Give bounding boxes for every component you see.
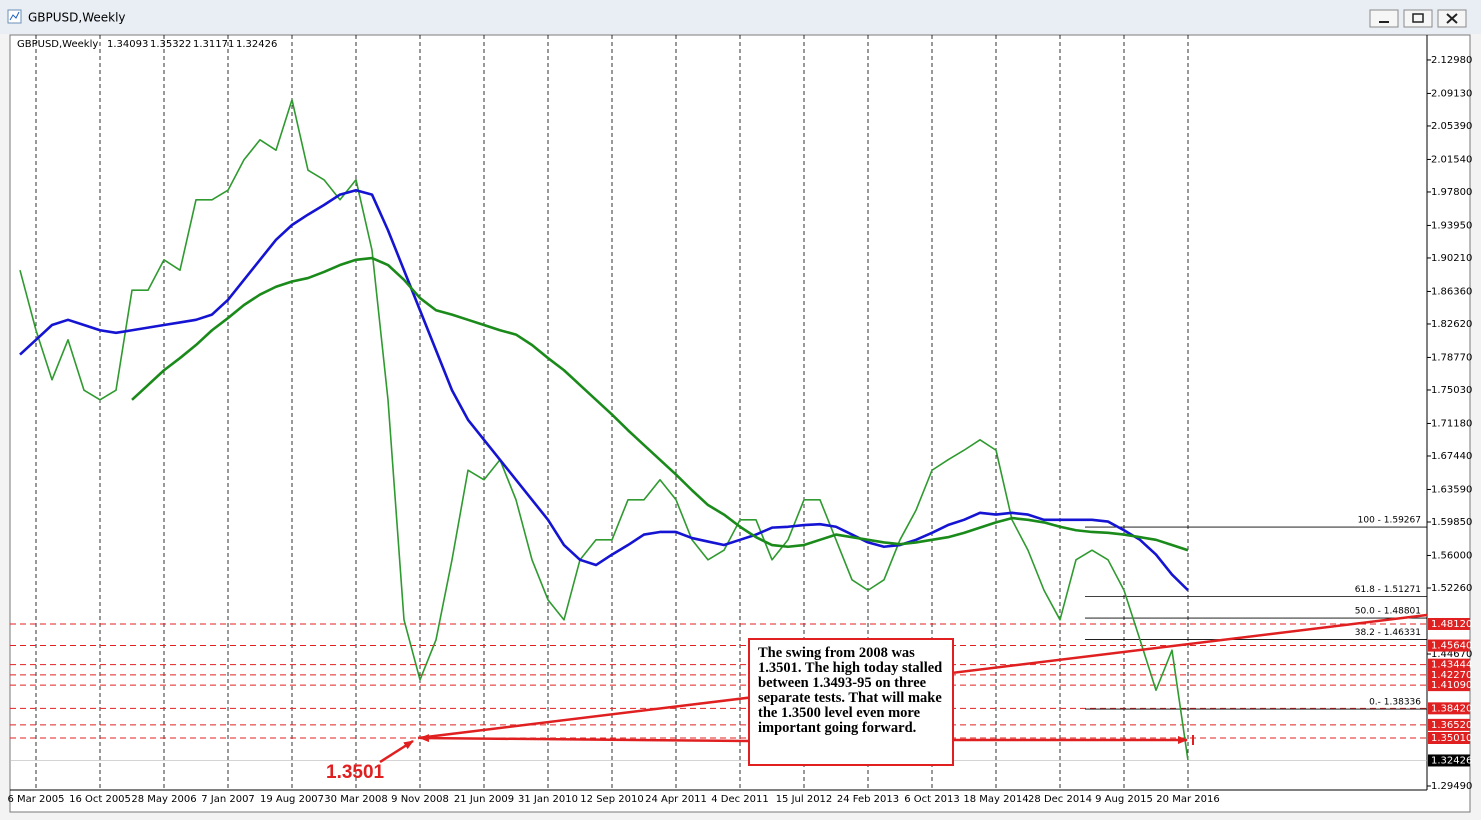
y-tick-label: 1.78770 (1431, 352, 1472, 363)
level-label-box (1428, 731, 1470, 744)
level-label-box (1428, 639, 1470, 652)
y-tick-label: 1.71180 (1431, 418, 1472, 429)
x-tick-label: 9 Nov 2008 (391, 794, 449, 805)
moving-average (131, 256, 1189, 552)
x-tick-label: 24 Apr 2011 (645, 794, 707, 805)
header-high: 1.35322 (150, 39, 191, 50)
y-tick-label: 2.01540 (1431, 154, 1472, 165)
y-tick-label: 2.09130 (1431, 88, 1472, 99)
current-price-label: 1.32426 (1431, 755, 1472, 766)
y-tick-label: 1.93950 (1431, 220, 1472, 231)
fib-label: 38.2 - 1.46331 (1355, 628, 1421, 638)
fib-label: 61.8 - 1.51271 (1355, 585, 1421, 595)
x-tick-label: 12 Sep 2010 (580, 794, 643, 805)
x-tick-label: 28 Dec 2014 (1028, 794, 1092, 805)
x-tick-label: 31 Jan 2010 (518, 794, 578, 805)
y-tick-label: 1.56000 (1431, 550, 1472, 561)
y-tick-label: 1.86360 (1431, 286, 1472, 297)
close-glyph (1446, 13, 1458, 24)
arrow (379, 739, 414, 764)
x-tick-label: 24 Feb 2013 (837, 794, 899, 805)
x-tick-label: 30 Mar 2008 (324, 794, 387, 805)
chart-header-symbol: GBPUSD,Weekly (17, 39, 98, 50)
maximize-glyph (1412, 13, 1424, 23)
y-tick-label: 1.44670 (1431, 649, 1472, 660)
y-tick-label: 1.97800 (1431, 187, 1472, 198)
level-label-box (1428, 679, 1470, 692)
x-tick-label: 6 Mar 2005 (7, 794, 64, 805)
y-tick-label: 1.52260 (1431, 583, 1472, 594)
x-tick-label: 18 May 2014 (963, 794, 1028, 805)
level-label: 1.42270 (1431, 670, 1472, 681)
minimize-button[interactable] (1369, 9, 1399, 28)
annotation-level: 1.3501 (326, 762, 385, 783)
header-low: 1.31171 (193, 39, 234, 50)
level-label-box (1428, 658, 1470, 671)
y-tick-label: 1.90210 (1431, 253, 1472, 264)
data-layer (10, 98, 1427, 761)
header-close: 1.32426 (236, 39, 277, 50)
level-label-box (1428, 702, 1470, 715)
current-price-box (1428, 754, 1470, 767)
y-tick-label: 1.63590 (1431, 484, 1472, 495)
level-label: 1.41090 (1431, 680, 1472, 691)
window-title: GBPUSD,Weekly (28, 11, 126, 25)
x-tick-label: 21 Jun 2009 (454, 794, 514, 805)
x-tick-label: 4 Dec 2011 (711, 794, 769, 805)
level-label: 1.43444 (1431, 660, 1472, 671)
y-tick-label: 2.05390 (1431, 121, 1472, 132)
header-open: 1.34093 (107, 39, 148, 50)
fib-label: 100 - 1.59267 (1358, 516, 1421, 526)
level-label: 1.36520 (1431, 720, 1472, 731)
level-label: 1.45640 (1431, 641, 1472, 652)
level-label-box (1428, 668, 1470, 681)
x-tick-label: 19 Aug 2007 (260, 794, 324, 805)
arrow (419, 734, 749, 743)
window-buttons[interactable] (1369, 9, 1467, 28)
x-tick-label: 16 Oct 2005 (69, 794, 131, 805)
y-tick-label: 1.67440 (1431, 451, 1472, 462)
moving-average (19, 188, 1189, 592)
x-tick-label: 6 Oct 2013 (904, 794, 959, 805)
fib-label: 50.0 - 1.48801 (1355, 607, 1421, 617)
level-label: 1.35010 (1431, 733, 1472, 744)
level-label-box (1428, 617, 1470, 630)
level-label: 1.48120 (1431, 619, 1472, 630)
level-label-box (1428, 718, 1470, 731)
fib-label: 0.- 1.38336 (1369, 698, 1421, 708)
x-tick-label: 28 May 2006 (131, 794, 196, 805)
y-tick-label: 2.12980 (1431, 55, 1472, 66)
y-tick-label: 1.82620 (1431, 319, 1472, 330)
window-icon-glyph (9, 11, 20, 21)
x-tick-label: 9 Aug 2015 (1095, 794, 1153, 805)
x-tick-label: 7 Jan 2007 (201, 794, 255, 805)
price-line (19, 98, 1189, 761)
annotation-box: The swing from 2008 was 1.3501. The high… (748, 638, 954, 766)
y-tick-label: 1.29490 (1431, 781, 1472, 792)
x-tick-label: 20 Mar 2016 (1156, 794, 1219, 805)
x-tick-label: 15 Jul 2012 (776, 794, 833, 805)
y-tick-label: 1.59850 (1431, 517, 1472, 528)
y-tick-label: 1.75030 (1431, 385, 1472, 396)
level-label: 1.38420 (1431, 703, 1472, 714)
maximize-button[interactable] (1403, 9, 1433, 28)
title-bar (0, 0, 1481, 34)
grid-layer (10, 35, 1431, 790)
